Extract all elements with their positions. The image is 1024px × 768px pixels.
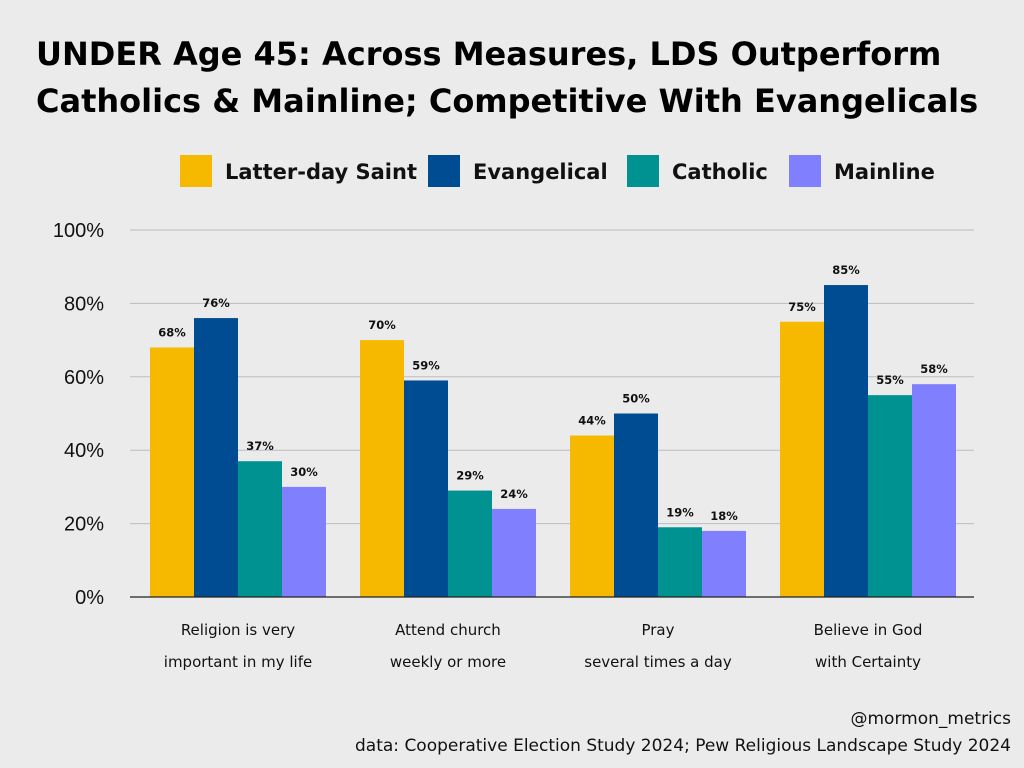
data-label: 58% — [920, 362, 948, 376]
bar — [658, 527, 702, 597]
bar — [614, 413, 658, 597]
y-tick-label: 60% — [64, 367, 104, 389]
y-tick-label: 80% — [64, 293, 104, 315]
chart-title-line-1: UNDER Age 45: Across Measures, LDS Outpe… — [36, 35, 941, 73]
bar — [780, 321, 824, 597]
x-tick-label: several times a day — [584, 653, 732, 671]
data-label: 70% — [368, 318, 396, 332]
data-label: 18% — [710, 509, 738, 523]
data-label: 37% — [246, 439, 274, 453]
data-labels: 68% 76% 37% 30% 70% 59% 29% 24% 44% 50% 19% 18% 75% 8… — [158, 263, 948, 523]
bar — [194, 318, 238, 597]
legend-swatch — [627, 155, 659, 187]
data-label: 75% — [788, 300, 816, 314]
bar — [404, 380, 448, 597]
bars — [150, 285, 956, 597]
bar — [868, 395, 912, 597]
bar — [360, 340, 404, 597]
data-label: 24% — [500, 487, 528, 501]
bar — [702, 530, 746, 597]
x-tick-label: Religion is very — [181, 621, 295, 639]
legend-label: Latter-day Saint — [225, 160, 417, 184]
data-label: 55% — [876, 373, 904, 387]
x-tick-label: weekly or more — [390, 653, 506, 671]
x-tick-label: Believe in God — [814, 621, 923, 639]
y-tick-label: 20% — [64, 514, 104, 536]
data-label: 68% — [158, 325, 186, 339]
y-axis-ticks: 0% 20% 40% 60% 80% 100% — [53, 220, 104, 609]
x-tick-label: with Certainty — [815, 653, 921, 671]
data-source: data: Cooperative Election Study 2024; P… — [355, 736, 1011, 756]
bar — [912, 384, 956, 597]
y-tick-label: 100% — [53, 220, 104, 242]
y-tick-label: 40% — [64, 440, 104, 462]
data-label: 19% — [666, 505, 694, 519]
legend-swatch — [789, 155, 821, 187]
x-tick-label: important in my life — [164, 653, 312, 671]
bar — [448, 490, 492, 597]
data-label: 30% — [290, 465, 318, 479]
legend-label: Mainline — [834, 160, 935, 184]
bar — [492, 508, 536, 597]
data-label: 44% — [578, 414, 606, 428]
x-tick-label: Attend church — [395, 621, 501, 639]
data-label: 50% — [622, 392, 650, 406]
x-tick-label: Pray — [641, 621, 674, 639]
chart-title-line-2: Catholics & Mainline; Competitive With E… — [36, 82, 978, 120]
bar — [150, 347, 194, 597]
x-axis-ticks: Religion is very important in my life Atte… — [164, 621, 923, 671]
y-tick-label: 0% — [75, 587, 104, 609]
data-label: 29% — [456, 469, 484, 483]
bar — [282, 486, 326, 597]
legend-label: Evangelical — [473, 160, 608, 184]
bar — [238, 461, 282, 597]
bar — [824, 285, 868, 597]
data-label: 85% — [832, 263, 860, 277]
data-label: 76% — [202, 296, 230, 310]
legend-label: Catholic — [672, 160, 768, 184]
data-label: 59% — [412, 358, 440, 372]
legend: Latter-day Saint Evangelical Catholic Mainl… — [180, 155, 935, 187]
credit-handle: @mormon_metrics — [851, 709, 1012, 729]
bar — [570, 435, 614, 597]
legend-swatch — [180, 155, 212, 187]
legend-swatch — [428, 155, 460, 187]
